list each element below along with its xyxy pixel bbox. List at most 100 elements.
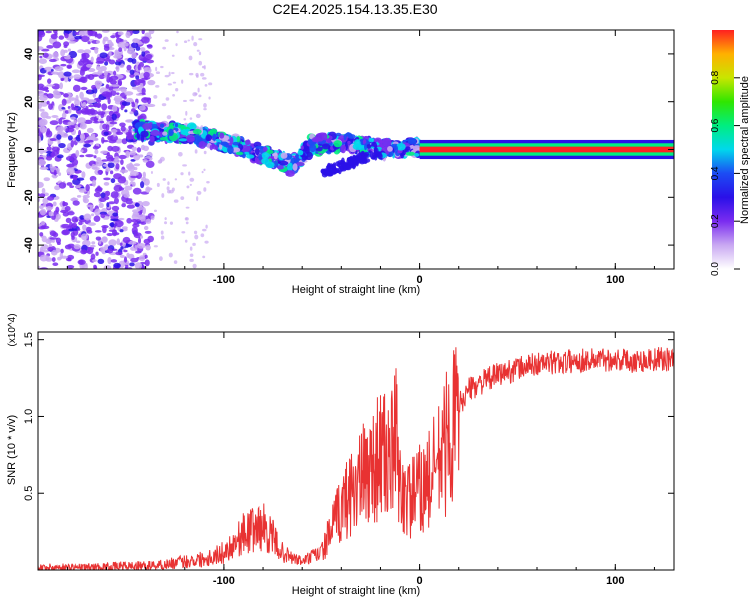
noise-mark	[147, 103, 156, 108]
noise-mark	[79, 154, 85, 158]
noise-mark	[141, 97, 149, 103]
trace-mark	[301, 155, 308, 161]
noise-mark	[205, 224, 208, 229]
noise-mark	[112, 88, 121, 92]
noise-mark	[52, 232, 59, 238]
trace-mark	[340, 144, 347, 154]
noise-mark	[135, 75, 140, 80]
noise-mark	[141, 50, 145, 57]
noise-mark	[150, 215, 155, 221]
noise-mark	[66, 167, 75, 175]
noise-mark	[113, 262, 121, 269]
noise-mark	[194, 234, 199, 240]
noise-mark	[121, 101, 131, 106]
noise-mark	[123, 39, 128, 43]
noise-mark	[38, 205, 44, 210]
noise-mark	[78, 31, 85, 36]
trace-mark	[347, 134, 356, 139]
trace-mark	[140, 130, 149, 138]
noise-mark	[116, 238, 120, 246]
noise-mark	[79, 133, 86, 141]
noise-mark	[176, 30, 179, 34]
noise-mark	[133, 233, 139, 237]
noise-mark	[117, 41, 127, 49]
noise-mark	[132, 211, 140, 217]
noise-mark	[42, 197, 49, 205]
noise-mark	[91, 133, 96, 138]
noise-mark	[69, 121, 73, 125]
trace-mark	[280, 152, 288, 159]
noise-mark	[82, 102, 87, 107]
trace-mark	[285, 170, 295, 177]
noise-mark	[38, 30, 46, 38]
trace-mark	[245, 154, 255, 159]
noise-mark	[41, 249, 50, 253]
noise-mark	[69, 185, 75, 189]
snr-x-ticks: -100 0 100	[66, 332, 655, 587]
noise-mark	[208, 96, 211, 100]
noise-mark	[192, 242, 196, 246]
noise-mark	[56, 126, 62, 132]
trace-mark	[142, 123, 153, 130]
noise-mark	[103, 45, 110, 52]
noise-mark	[145, 186, 151, 193]
noise-mark	[107, 97, 111, 105]
noise-mark	[208, 82, 213, 86]
noise-mark	[125, 199, 133, 205]
noise-mark	[144, 230, 152, 234]
y-tick-label: 1.0	[23, 409, 35, 424]
noise-mark	[103, 177, 111, 181]
noise-mark	[39, 166, 49, 171]
spectrogram-marks	[38, 30, 674, 269]
noise-mark	[99, 120, 105, 124]
noise-mark	[145, 218, 152, 224]
noise-mark	[49, 138, 57, 141]
noise-mark	[185, 206, 190, 209]
y-tick-label: 40	[23, 48, 35, 60]
noise-mark	[166, 115, 172, 120]
noise-mark	[87, 222, 96, 226]
noise-mark	[132, 38, 140, 44]
trace-mark	[345, 165, 352, 171]
noise-mark	[108, 201, 116, 205]
trace-mark	[262, 146, 268, 152]
noise-mark	[193, 230, 198, 235]
noise-mark	[100, 213, 106, 219]
noise-mark	[71, 216, 79, 223]
trace-mark	[335, 132, 342, 137]
y-tick-label: -40	[23, 237, 35, 253]
noise-mark	[94, 149, 99, 155]
noise-mark	[53, 169, 57, 176]
noise-mark	[70, 116, 76, 120]
noise-mark	[106, 202, 110, 208]
noise-mark	[49, 237, 58, 240]
noise-mark	[38, 223, 42, 227]
noise-mark	[94, 80, 100, 87]
noise-mark	[126, 119, 133, 123]
noise-mark	[75, 240, 81, 244]
noise-mark	[130, 175, 139, 179]
noise-mark	[119, 254, 125, 259]
trace-mark	[244, 139, 251, 145]
noise-mark	[50, 33, 58, 40]
noise-mark	[96, 33, 103, 39]
noise-mark	[45, 206, 53, 211]
noise-mark	[51, 115, 59, 118]
trace-mark	[382, 137, 392, 147]
noise-mark	[47, 78, 52, 84]
noise-mark	[66, 182, 73, 186]
noise-mark	[99, 65, 107, 72]
noise-mark	[133, 167, 138, 171]
noise-mark	[78, 190, 87, 193]
y-tick-label: 20	[23, 96, 35, 108]
noise-mark	[130, 159, 136, 162]
noise-mark	[41, 187, 46, 194]
noise-mark	[155, 71, 161, 75]
noise-mark	[46, 44, 54, 49]
noise-mark	[85, 184, 90, 192]
noise-mark	[46, 84, 55, 87]
trace-mark	[363, 159, 368, 164]
noise-mark	[123, 42, 129, 47]
noise-mark	[107, 162, 115, 169]
snr-y-ticks: 0.5 1.0 1.5	[23, 332, 674, 501]
